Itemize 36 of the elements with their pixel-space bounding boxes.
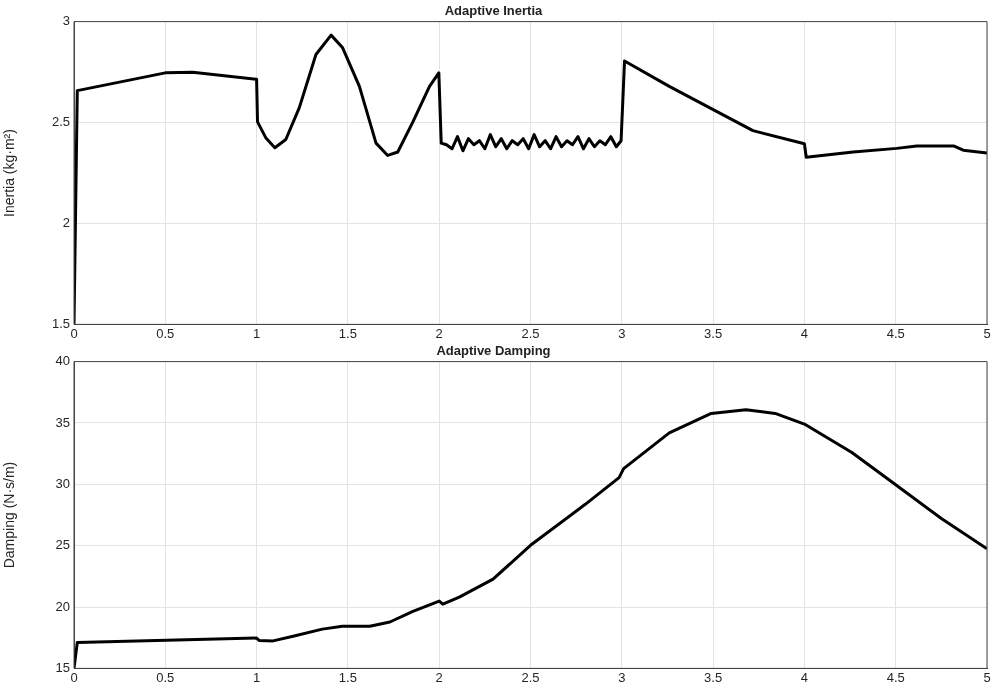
x-tick-label: 1.5 — [338, 669, 357, 685]
x-tick-label: 4 — [800, 669, 809, 685]
y-tick-label: 15 — [55, 659, 70, 675]
y-tick-label: 3 — [62, 13, 70, 29]
x-tick-label: 2.5 — [521, 669, 540, 685]
y-axis-title: Damping (N·s/m) — [1, 461, 18, 569]
x-tick-label: 2.5 — [521, 325, 540, 341]
x-tick-label: 5 — [983, 669, 991, 685]
y-tick-label: 30 — [55, 475, 70, 491]
x-tick-label: 0.5 — [156, 325, 175, 341]
x-tick-label: 1 — [252, 669, 261, 685]
y-tick-label: 1.5 — [51, 315, 70, 331]
x-tick-label: 2 — [435, 325, 443, 341]
x-tick-label: 3.5 — [704, 325, 723, 341]
chart-title: Adaptive Inertia — [444, 3, 544, 19]
x-tick-label: 0 — [70, 669, 78, 685]
x-tick-label: 1 — [252, 325, 261, 341]
y-tick-label: 2 — [62, 215, 70, 231]
x-tick-label: 3 — [618, 669, 626, 685]
y-tick-label: 35 — [55, 414, 70, 430]
x-tick-label: 0.5 — [156, 669, 175, 685]
y-tick-label: 2.5 — [51, 114, 70, 130]
x-tick-label: 1.5 — [338, 325, 357, 341]
x-tick-label: 5 — [983, 325, 991, 341]
y-axis-title: Inertia (kg·m²) — [1, 129, 18, 217]
y-tick-label: 40 — [55, 353, 70, 369]
y-tick-label: 20 — [55, 598, 70, 614]
x-tick-label: 3.5 — [704, 669, 723, 685]
chart-title: Adaptive Damping — [436, 343, 551, 359]
x-tick-label: 4 — [800, 325, 809, 341]
x-tick-label: 4.5 — [886, 669, 905, 685]
x-tick-label: 0 — [70, 325, 78, 341]
x-tick-label: 4.5 — [886, 325, 905, 341]
x-tick-label: 3 — [618, 325, 626, 341]
x-tick-label: 2 — [435, 669, 443, 685]
y-tick-label: 25 — [55, 537, 70, 553]
